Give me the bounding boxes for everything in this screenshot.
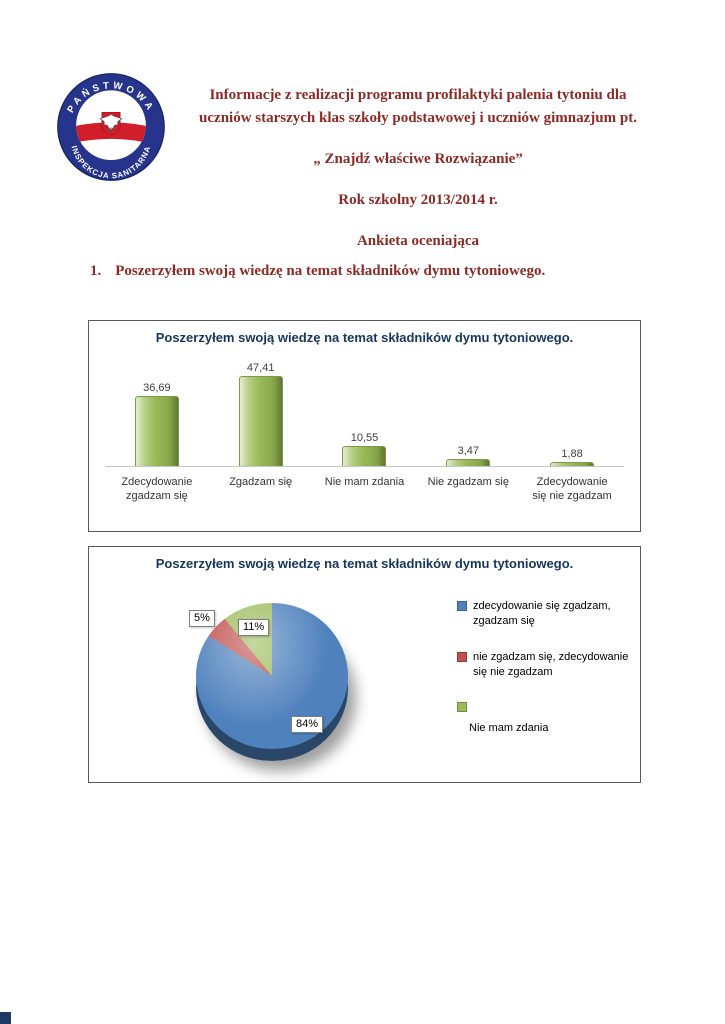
legend-label: nie zgadzam się, zdecydowanie się nie zg…	[473, 650, 629, 678]
legend-color-swatch	[457, 651, 467, 662]
question-number: 1.	[90, 263, 102, 279]
footer-blue-mark	[0, 1012, 11, 1024]
bar-value-label: 1,88	[561, 448, 583, 461]
bar-column: 1,88	[520, 355, 624, 466]
bar-plot-area: 36,69 47,41 10,55 3,47 1,88 Zdecydowanie zga…	[105, 355, 624, 504]
legend-item: nie zgadzam się, zdecydowanie się nie zg…	[457, 650, 645, 680]
bar-value-label: 10,55	[350, 432, 379, 444]
pie-plot-area: zdecydowanie się zgadzam, zgadzam się nie…	[89, 575, 640, 771]
bar-value-label: 36,69	[143, 382, 171, 395]
school-year: Rok szkolny 2013/2014 r.	[338, 192, 498, 208]
bar-column: 36,69	[105, 355, 209, 466]
question-text: Poszerzyłem swoją wiedzę na temat składn…	[115, 263, 546, 279]
bar-chart: Poszerzyłem swoją wiedzę na temat składn…	[88, 320, 641, 532]
bar-category-axis: Zdecydowanie zgadzam się Zgadzam się Nie m…	[105, 467, 624, 504]
legend-color-swatch	[457, 601, 467, 611]
pie-percent-label: 84%	[291, 716, 324, 733]
bar-category-label: Nie mam zdania	[324, 476, 405, 488]
pie-chart-title: Poszerzyłem swoją wiedzę na temat składn…	[155, 556, 574, 571]
legend-color-swatch	[457, 702, 467, 713]
bar-column: 47,41	[209, 355, 313, 466]
bar-category-label: Nie zgadzam się	[427, 476, 509, 488]
subtitle: „ Znajdź właściwe Rozwiązanie”	[313, 151, 523, 167]
logo-eagle-icon	[99, 113, 123, 133]
bar	[238, 375, 283, 466]
legend-label: Nie mam zdania	[469, 722, 549, 735]
bar-column: 10,55	[313, 355, 417, 466]
survey-type: Ankieta oceniająca	[356, 233, 480, 249]
bar-value-label: 3,47	[457, 445, 479, 458]
legend-item: Nie mam zdania	[457, 700, 645, 736]
document-header: Informacje z realizacji programu profila…	[172, 84, 664, 253]
question-heading: 1. Poszerzyłem swoją wiedzę na temat skła…	[90, 263, 690, 280]
bar-category-label: Zdecydowanie się nie zgadzam	[532, 476, 612, 503]
legend-item: zdecydowanie się zgadzam, zgadzam się	[457, 599, 645, 629]
bar-series: 36,69 47,41 10,55 3,47 1,88	[105, 355, 624, 467]
pie-legend: zdecydowanie się zgadzam, zgadzam się nie…	[457, 599, 645, 757]
bar-category-label: Zgadzam się	[229, 476, 293, 488]
bar	[550, 462, 595, 466]
pie-chart: Poszerzyłem swoją wiedzę na temat składn…	[88, 546, 641, 783]
bar-value-label: 47,41	[246, 361, 275, 374]
bar	[134, 396, 179, 466]
pie-3d	[196, 603, 348, 763]
title-line-1: Informacje z realizacji programu profila…	[209, 87, 627, 103]
bar-chart-title: Poszerzyłem swoją wiedzę na temat składn…	[155, 330, 574, 345]
title-line-2: uczniów starszych klas szkoły podstawowe…	[199, 110, 637, 126]
legend-label: zdecydowanie się zgadzam, zgadzam się	[473, 600, 611, 627]
bar	[446, 459, 491, 466]
bar-column: 3,47	[416, 355, 520, 466]
pie-percent-label: 5%	[189, 610, 215, 627]
panstwowa-inspekcja-sanitarna-logo: PAŃSTWOWA INSPEKCJA SANITARNA	[56, 72, 166, 182]
pie-highlight	[196, 603, 348, 749]
bar	[342, 446, 387, 466]
pie-face	[196, 603, 348, 749]
logo-seal-icon: PAŃSTWOWA INSPEKCJA SANITARNA	[57, 73, 165, 181]
bar-category-label: Zdecydowanie zgadzam się	[121, 476, 193, 503]
pie-percent-label: 11%	[238, 619, 270, 636]
